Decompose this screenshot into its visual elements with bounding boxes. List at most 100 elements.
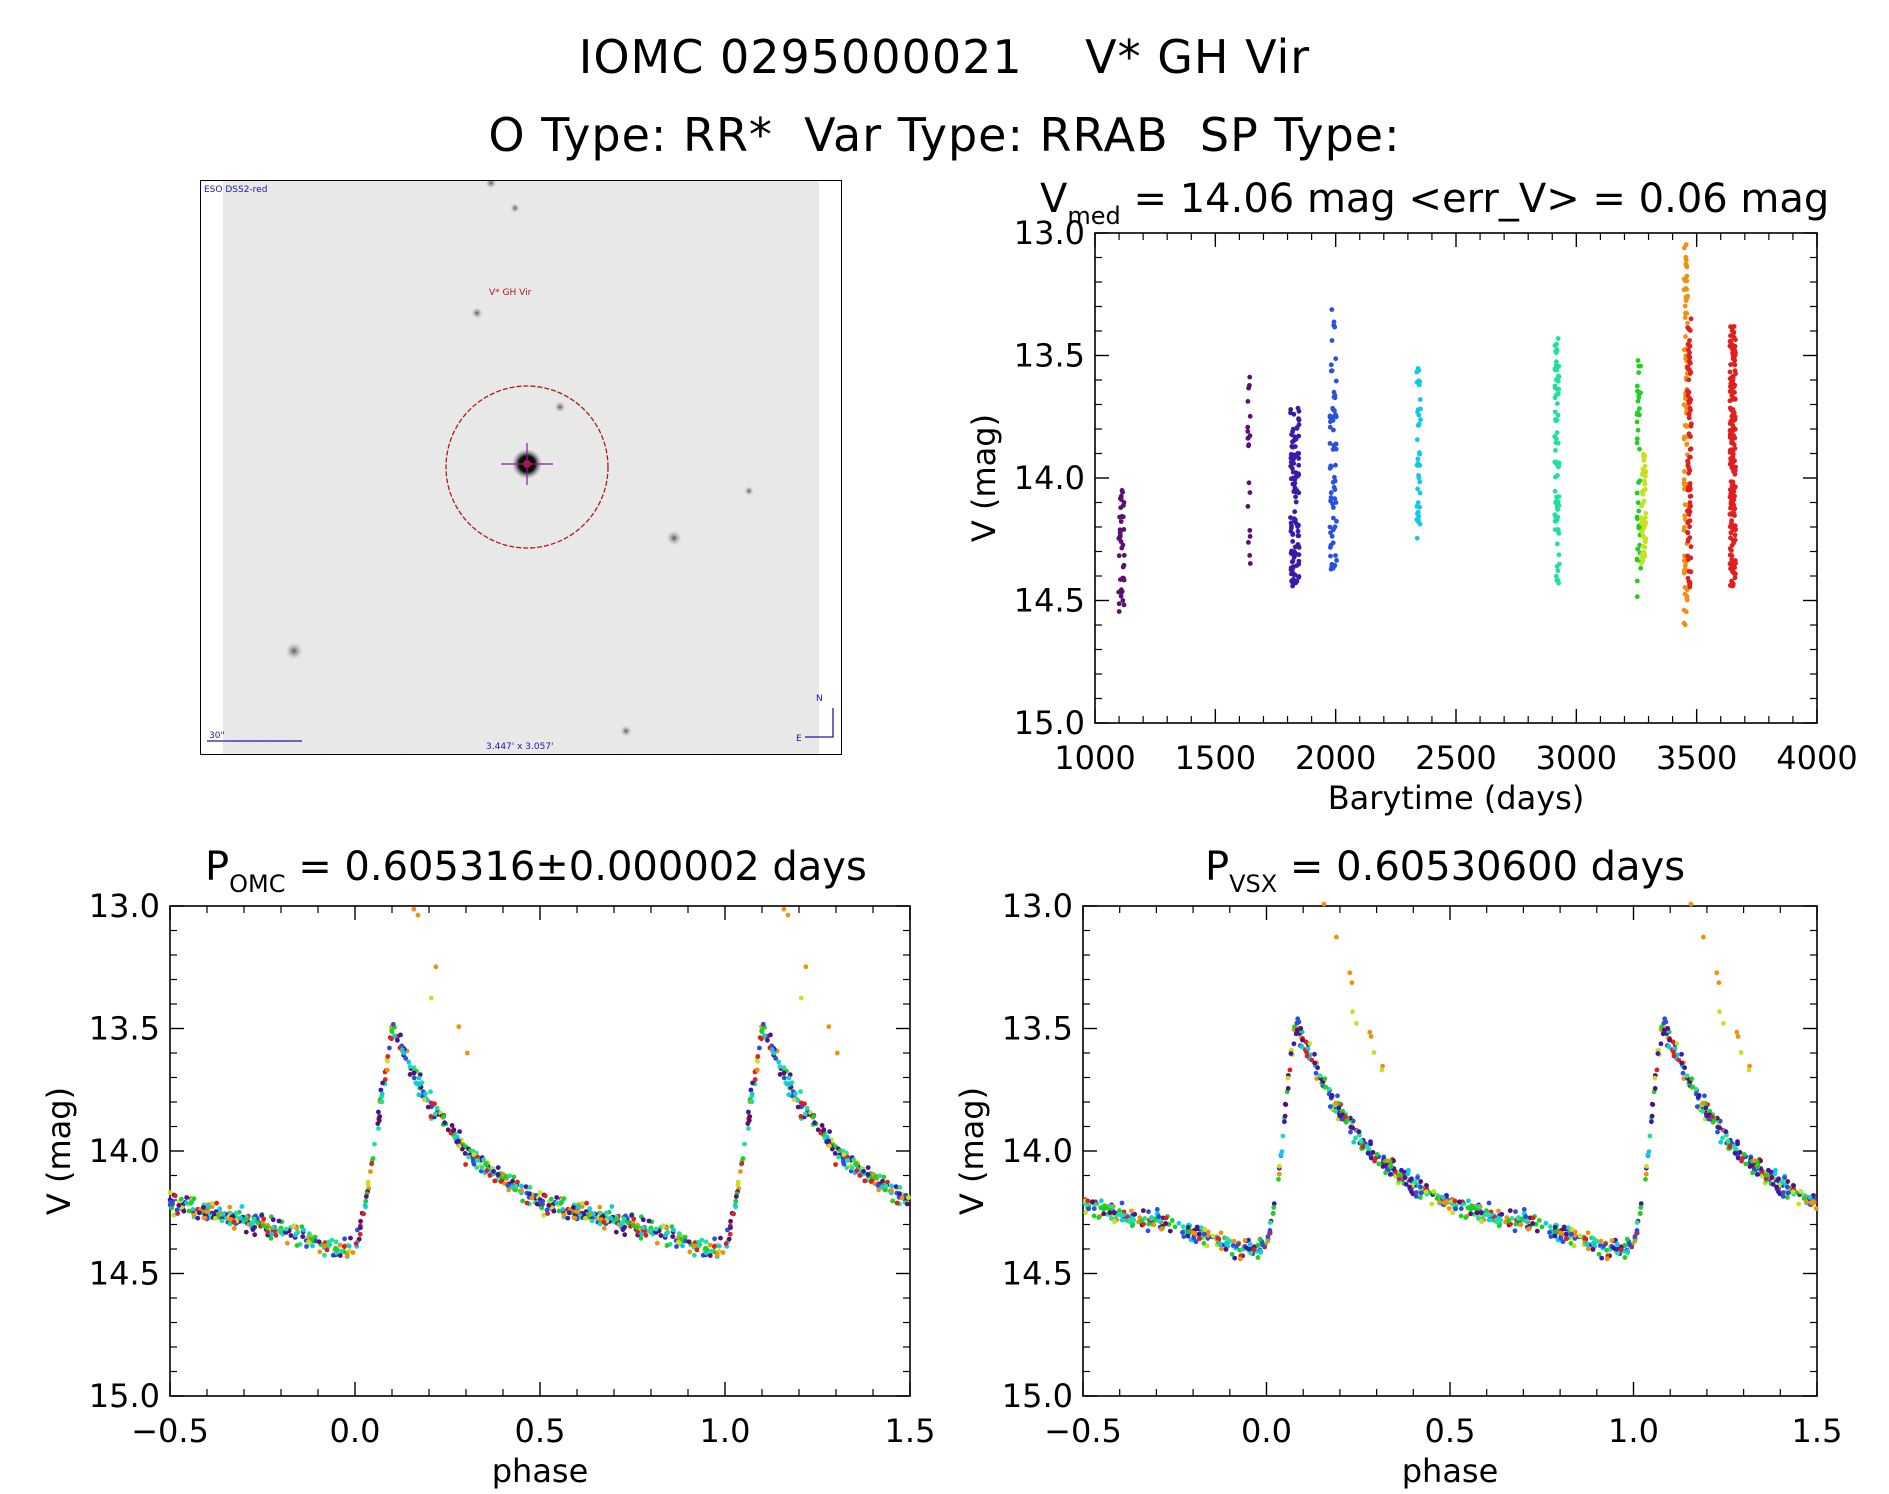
- data-point: [1812, 1200, 1817, 1205]
- data-point: [428, 1089, 433, 1095]
- y-tick-label: 13.5: [1014, 337, 1085, 375]
- data-point: [653, 1226, 659, 1232]
- data-point: [1413, 1179, 1418, 1184]
- data-point: [316, 1239, 322, 1245]
- data-point: [1116, 601, 1122, 607]
- x-tick-label: 4000: [1776, 739, 1857, 777]
- data-point: [1331, 505, 1336, 510]
- data-point: [1636, 480, 1641, 485]
- data-point: [1554, 359, 1559, 365]
- x-tick-label: 3000: [1536, 739, 1617, 777]
- data-point: [1296, 422, 1302, 428]
- data-point: [679, 1236, 684, 1242]
- data-point: [1553, 573, 1559, 579]
- data-point: [1730, 353, 1736, 358]
- data-point: [1415, 486, 1420, 492]
- data-point: [1687, 338, 1692, 343]
- data-point: [1379, 1067, 1385, 1073]
- data-point: [1644, 1163, 1649, 1169]
- data-point: [802, 1111, 808, 1117]
- data-point: [1317, 1073, 1323, 1079]
- data-point: [641, 1225, 646, 1230]
- data-point: [1701, 934, 1706, 940]
- data-point: [342, 1243, 347, 1249]
- data-point: [1219, 1246, 1224, 1252]
- data-point: [1429, 1201, 1435, 1207]
- data-point: [1356, 1129, 1362, 1135]
- data-point: [1686, 377, 1692, 383]
- data-point: [1328, 553, 1333, 559]
- data-point: [463, 1162, 468, 1167]
- data-point: [379, 1091, 385, 1097]
- data-point: [1180, 1224, 1186, 1229]
- y-axis-label: V (mag): [40, 1087, 78, 1215]
- data-point: [1251, 1247, 1257, 1253]
- data-point: [221, 1211, 226, 1217]
- data-point: [1683, 242, 1689, 248]
- data-point: [1329, 533, 1335, 539]
- data-point: [184, 1195, 190, 1200]
- data-point: [188, 1200, 194, 1206]
- data-point: [1730, 581, 1736, 587]
- data-point: [1685, 575, 1691, 581]
- data-point: [1202, 1231, 1207, 1237]
- data-point: [786, 1092, 792, 1098]
- data-point: [1637, 1211, 1643, 1216]
- data-point: [765, 1037, 770, 1043]
- data-point: [1560, 1239, 1566, 1245]
- data-point: [1782, 1175, 1787, 1180]
- data-point: [1688, 454, 1693, 460]
- data-point: [1813, 1206, 1819, 1211]
- data-point: [781, 906, 787, 912]
- data-point: [574, 1209, 579, 1215]
- data-point: [1296, 416, 1301, 422]
- data-point: [1210, 1233, 1216, 1239]
- data-point: [899, 1195, 905, 1201]
- data-point: [1798, 1188, 1804, 1194]
- data-point: [1718, 1139, 1724, 1145]
- data-point: [1185, 1233, 1191, 1239]
- data-point: [372, 1141, 377, 1147]
- data-point: [731, 1211, 736, 1217]
- data-point: [1688, 544, 1694, 550]
- chart-title: POMC = 0.605316±0.000002 days: [205, 844, 867, 898]
- data-point: [1723, 1129, 1729, 1135]
- data-point: [1556, 460, 1562, 466]
- data-point: [542, 1193, 548, 1199]
- data-point: [1769, 1175, 1775, 1180]
- data-point: [1399, 1167, 1404, 1173]
- data-point: [1730, 498, 1736, 504]
- data-point: [1716, 980, 1722, 986]
- data-point: [1312, 1051, 1317, 1057]
- data-point: [643, 1232, 649, 1238]
- data-point: [324, 1247, 330, 1253]
- data-point: [1667, 1037, 1672, 1043]
- data-point: [1246, 442, 1252, 448]
- data-point: [1547, 1224, 1553, 1229]
- data-point: [209, 1201, 215, 1206]
- data-point: [1639, 489, 1645, 495]
- data-point: [1131, 1217, 1137, 1223]
- data-point: [169, 1205, 175, 1211]
- x-axis-label: Barytime (days): [1328, 779, 1585, 817]
- data-point: [845, 1154, 850, 1160]
- data-point: [1118, 519, 1124, 524]
- data-point: [1224, 1236, 1229, 1241]
- data-point: [268, 1235, 274, 1241]
- data-point: [1242, 1238, 1248, 1243]
- data-point: [1414, 535, 1420, 541]
- data-point: [294, 1243, 300, 1248]
- data-point: [541, 1212, 547, 1218]
- data-point: [716, 1243, 722, 1249]
- data-point: [1687, 350, 1692, 356]
- data-point: [798, 1089, 803, 1095]
- data-point: [1096, 1215, 1102, 1220]
- data-point: [833, 1162, 838, 1167]
- data-point: [1360, 1144, 1366, 1150]
- data-point: [1556, 494, 1562, 499]
- data-point: [1727, 552, 1733, 558]
- data-point: [865, 1172, 871, 1177]
- data-point: [1635, 358, 1641, 363]
- data-point: [742, 1141, 747, 1147]
- faint-star: [620, 725, 632, 737]
